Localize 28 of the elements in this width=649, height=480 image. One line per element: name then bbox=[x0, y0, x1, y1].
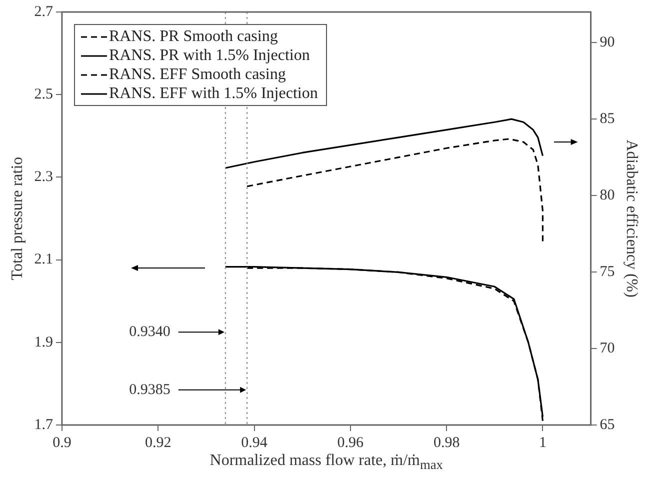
ref-line-label: 0.9385 bbox=[129, 382, 170, 398]
y-tick-label: 1.9 bbox=[34, 334, 53, 350]
y2-tick-label: 85 bbox=[600, 111, 615, 128]
y-tick-label: 2.7 bbox=[34, 4, 54, 20]
y-tick-label: 2.5 bbox=[34, 86, 53, 103]
x-tick-label: 0.94 bbox=[241, 434, 268, 451]
x-axis-title: Normalized mass flow rate, ṁ/ṁ$_{max}$ bbox=[208, 452, 444, 474]
y-tick-label: 2.3 bbox=[34, 169, 53, 186]
x-tick-label: 0.98 bbox=[433, 434, 460, 451]
x-tick-label: 0.9 bbox=[52, 434, 72, 451]
y-tick-label: 2.1 bbox=[34, 252, 53, 268]
legend-label: RANS. EFF Smooth casing bbox=[108, 65, 286, 84]
line-series bbox=[246, 138, 544, 242]
x-tick-label: 0.96 bbox=[337, 434, 364, 451]
x-tick-label: 0.92 bbox=[144, 434, 172, 451]
y2-axis-title: Adiabatic efficiency (%) bbox=[623, 140, 640, 298]
y2-tick-label: 65 bbox=[600, 416, 615, 433]
x-tick-label: 1 bbox=[538, 434, 546, 451]
y-tick-label: 1.7 bbox=[34, 416, 54, 433]
legend-label: RANS. PR Smooth casing bbox=[108, 27, 278, 46]
y2-tick-label: 90 bbox=[600, 34, 615, 51]
y2-tick-label: 75 bbox=[600, 264, 615, 280]
legend-label: RANS. PR with 1.5% Injection bbox=[108, 46, 310, 65]
ref-line-label: 0.9340 bbox=[129, 324, 170, 340]
y2-tick-label: 80 bbox=[600, 187, 615, 204]
legend-label: RANS. EFF with 1.5% Injection bbox=[108, 84, 318, 103]
y2-tick-label: 70 bbox=[600, 340, 615, 356]
y-axis-title: Total pressure ratio bbox=[8, 156, 26, 280]
